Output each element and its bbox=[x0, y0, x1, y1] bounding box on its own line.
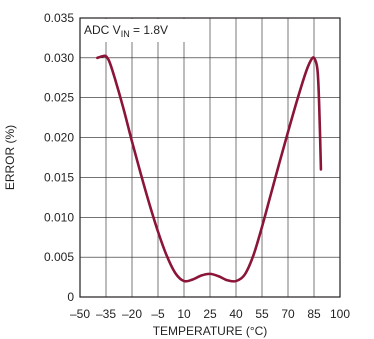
y-axis-label: ERROR (%) bbox=[3, 125, 17, 190]
annotation-subscript: IN bbox=[121, 29, 130, 39]
y-tick-label: 0.025 bbox=[44, 91, 74, 105]
annotation-suffix: = 1.8V bbox=[130, 23, 168, 37]
annotation: ADC VIN = 1.8V bbox=[84, 23, 168, 39]
y-tick-label: 0.010 bbox=[44, 210, 74, 224]
x-tick-label: –20 bbox=[122, 307, 142, 321]
x-tick-label: –35 bbox=[96, 307, 116, 321]
x-tick-label: 85 bbox=[307, 307, 321, 321]
y-tick-label: 0.015 bbox=[44, 170, 74, 184]
series-line bbox=[96, 54, 323, 283]
y-tick-label: 0.005 bbox=[44, 250, 74, 264]
x-tick-labels: –50 –35 –20 –5 10 25 40 55 70 85 100 bbox=[70, 307, 350, 321]
grid bbox=[79, 17, 341, 298]
x-tick-label: 10 bbox=[177, 307, 191, 321]
y-tick-labels: 0 0.005 0.010 0.015 0.020 0.025 0.030 0.035 bbox=[44, 11, 74, 304]
x-tick-label: 55 bbox=[255, 307, 269, 321]
x-axis-label: TEMPERATURE (°C) bbox=[153, 324, 268, 338]
x-tick-label: 100 bbox=[330, 307, 350, 321]
x-tick-label: –5 bbox=[151, 307, 165, 321]
y-tick-label: 0 bbox=[67, 290, 74, 304]
plot-frame bbox=[79, 17, 341, 298]
annotation-background bbox=[81, 19, 199, 42]
y-tick-label: 0.030 bbox=[44, 51, 74, 65]
annotation-prefix: ADC V bbox=[84, 23, 121, 37]
x-tick-label: –50 bbox=[70, 307, 90, 321]
y-tick-label: 0.020 bbox=[44, 131, 74, 145]
y-tick-label: 0.035 bbox=[44, 11, 74, 25]
x-tick-label: 25 bbox=[203, 307, 217, 321]
x-tick-label: 70 bbox=[281, 307, 295, 321]
x-tick-label: 40 bbox=[229, 307, 243, 321]
